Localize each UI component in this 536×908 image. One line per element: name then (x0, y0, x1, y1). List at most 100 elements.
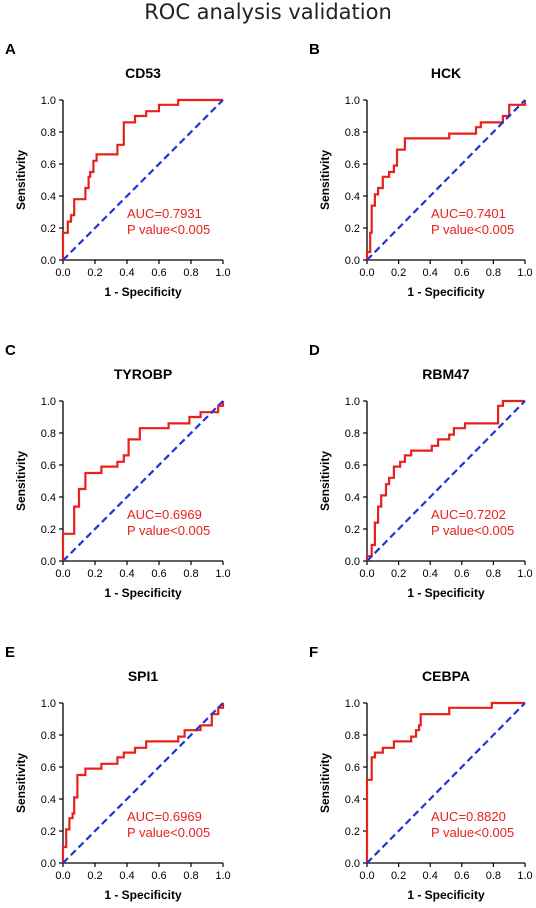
y-tick-label: 0.8 (41, 428, 56, 440)
x-tick-label: 1.0 (215, 568, 230, 580)
panel-c: C TYROBP 0.0 0.2 0.4 0.6 0.8 1.0 0.0 0.2 0.4 0.6 0.8… (5, 342, 231, 600)
y-tick-label: 0.2 (41, 524, 56, 536)
x-tick-label: 0.2 (87, 870, 102, 882)
y-tick-label: 0.2 (345, 223, 360, 235)
p-value-annotation: P value<0.005 (431, 825, 514, 840)
panel-title: HCK (431, 65, 461, 81)
p-value-annotation: P value<0.005 (431, 523, 514, 538)
roc-curve (365, 100, 527, 260)
x-tick-label: 1.0 (517, 870, 532, 882)
panel-title: CEBPA (422, 668, 470, 684)
x-tick-label: 0.2 (391, 267, 406, 279)
x-tick-label: 0.0 (55, 568, 70, 580)
panel-title: CD53 (125, 65, 161, 81)
y-tick-label: 0.4 (41, 492, 56, 504)
y-tick-label: 0.0 (345, 556, 360, 568)
y-tick-label: 0.2 (41, 826, 56, 838)
y-tick-label: 1.0 (345, 698, 360, 710)
panel-letter: F (309, 644, 318, 661)
reference-line (366, 99, 526, 261)
y-axis-label: Sensitivity (318, 451, 332, 511)
y-axis-label: Sensitivity (14, 150, 28, 210)
x-tick-label: 0.6 (454, 870, 469, 882)
auc-annotation: AUC=0.7931 (127, 206, 202, 221)
panel-letter: B (309, 41, 320, 58)
x-axis-label: 1 - Specificity (407, 285, 485, 299)
p-value-annotation: P value<0.005 (127, 825, 210, 840)
y-tick-label: 0.6 (345, 762, 360, 774)
x-tick-label: 0.4 (119, 267, 134, 279)
reference-line (62, 99, 224, 261)
reference-line (366, 400, 526, 562)
y-tick-label: 0.2 (345, 524, 360, 536)
x-axis-label: 1 - Specificity (104, 586, 182, 600)
panel-a: A CD53 0.0 0.2 0.4 0.6 0.8 1.0 0.0 0.2 0.4 0.6 0.8 1.… (5, 41, 231, 299)
y-tick-label: 1.0 (345, 95, 360, 107)
x-tick-label: 0.0 (359, 870, 374, 882)
p-value-annotation: P value<0.005 (127, 523, 210, 538)
y-tick-label: 1.0 (41, 698, 56, 710)
x-tick-label: 0.6 (454, 568, 469, 580)
x-axis-label: 1 - Specificity (104, 888, 182, 902)
panel-letter: D (309, 342, 320, 359)
y-tick-label: 0.8 (345, 127, 360, 139)
auc-annotation: AUC=0.6969 (127, 809, 202, 824)
y-tick-label: 0.4 (41, 794, 56, 806)
x-axis-label: 1 - Specificity (104, 285, 182, 299)
x-tick-label: 0.4 (119, 870, 134, 882)
panel-letter: A (5, 41, 16, 58)
y-tick-label: 0.6 (41, 159, 56, 171)
x-tick-label: 0.8 (183, 568, 198, 580)
y-tick-label: 0.0 (345, 858, 360, 870)
x-tick-label: 0.2 (87, 267, 102, 279)
x-tick-label: 0.2 (391, 568, 406, 580)
x-tick-label: 0.2 (391, 870, 406, 882)
x-tick-label: 0.4 (119, 568, 134, 580)
roc-curve (61, 703, 225, 863)
x-axis-label: 1 - Specificity (407, 888, 485, 902)
auc-annotation: AUC=0.8820 (431, 809, 506, 824)
y-tick-label: 0.6 (345, 159, 360, 171)
y-tick-label: 0.2 (345, 826, 360, 838)
panel-e: E SPI1 0.0 0.2 0.4 0.6 0.8 1.0 0.0 0.2 0.4 0.6 0.8 1.… (5, 644, 231, 902)
x-tick-label: 1.0 (215, 267, 230, 279)
y-tick-label: 1.0 (41, 396, 56, 408)
panel-b: B HCK 0.0 0.2 0.4 0.6 0.8 1.0 0.0 0.2 0.4 0.6 0.8 1.0… (309, 41, 533, 299)
x-tick-label: 0.0 (55, 267, 70, 279)
x-tick-label: 0.8 (183, 267, 198, 279)
x-axis-label: 1 - Specificity (407, 586, 485, 600)
y-tick-label: 0.8 (345, 428, 360, 440)
x-tick-label: 0.6 (454, 267, 469, 279)
x-tick-label: 0.2 (87, 568, 102, 580)
y-tick-label: 0.0 (41, 255, 56, 267)
y-tick-label: 0.4 (345, 191, 360, 203)
auc-annotation: AUC=0.6969 (127, 507, 202, 522)
y-tick-label: 0.6 (345, 460, 360, 472)
auc-annotation: AUC=0.7202 (431, 507, 506, 522)
y-tick-label: 0.6 (41, 762, 56, 774)
x-tick-label: 0.0 (55, 870, 70, 882)
panel-letter: E (5, 644, 15, 661)
y-tick-label: 0.4 (345, 794, 360, 806)
y-tick-label: 0.4 (345, 492, 360, 504)
y-tick-label: 0.4 (41, 191, 56, 203)
x-tick-label: 0.4 (423, 870, 438, 882)
y-tick-label: 0.8 (41, 730, 56, 742)
y-axis-label: Sensitivity (318, 753, 332, 813)
reference-line (366, 702, 526, 864)
x-tick-label: 0.8 (486, 267, 501, 279)
y-axis-label: Sensitivity (318, 150, 332, 210)
reference-line (62, 400, 224, 562)
y-tick-label: 0.0 (41, 556, 56, 568)
x-tick-label: 0.6 (151, 267, 166, 279)
y-tick-label: 0.0 (41, 858, 56, 870)
y-tick-label: 0.6 (41, 460, 56, 472)
x-tick-label: 0.8 (486, 870, 501, 882)
y-tick-label: 1.0 (41, 95, 56, 107)
x-tick-label: 0.6 (151, 870, 166, 882)
x-tick-label: 1.0 (517, 568, 532, 580)
y-tick-label: 0.8 (41, 127, 56, 139)
panel-letter: C (5, 342, 16, 359)
